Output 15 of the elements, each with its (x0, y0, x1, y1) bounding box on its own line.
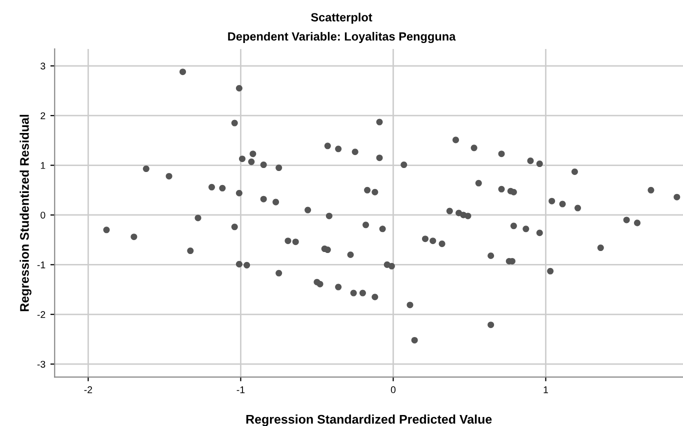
x-axis-title: Regression Standardized Predicted Value (246, 414, 492, 426)
x-tick-label: 1 (544, 386, 548, 394)
chart-subtitle: Dependent Variable: Loyalitas Pengguna (228, 32, 456, 44)
y-tick-label: 2 (40, 112, 46, 120)
y-tick-label: 3 (40, 62, 46, 70)
y-tick-label: -1 (37, 262, 46, 268)
y-tick-label: -3 (37, 360, 46, 368)
x-tick-label: -1 (236, 386, 245, 394)
y-tick-label: 0 (40, 212, 46, 219)
chart-title: Scatterplot (311, 12, 372, 24)
y-axis-title: Regression Studentized Residual (20, 114, 32, 312)
y-tick-label: -2 (37, 311, 46, 318)
y-tick-label: 1 (40, 162, 46, 169)
x-tick-label: -2 (84, 386, 92, 394)
x-tick-label: 0 (390, 386, 396, 394)
